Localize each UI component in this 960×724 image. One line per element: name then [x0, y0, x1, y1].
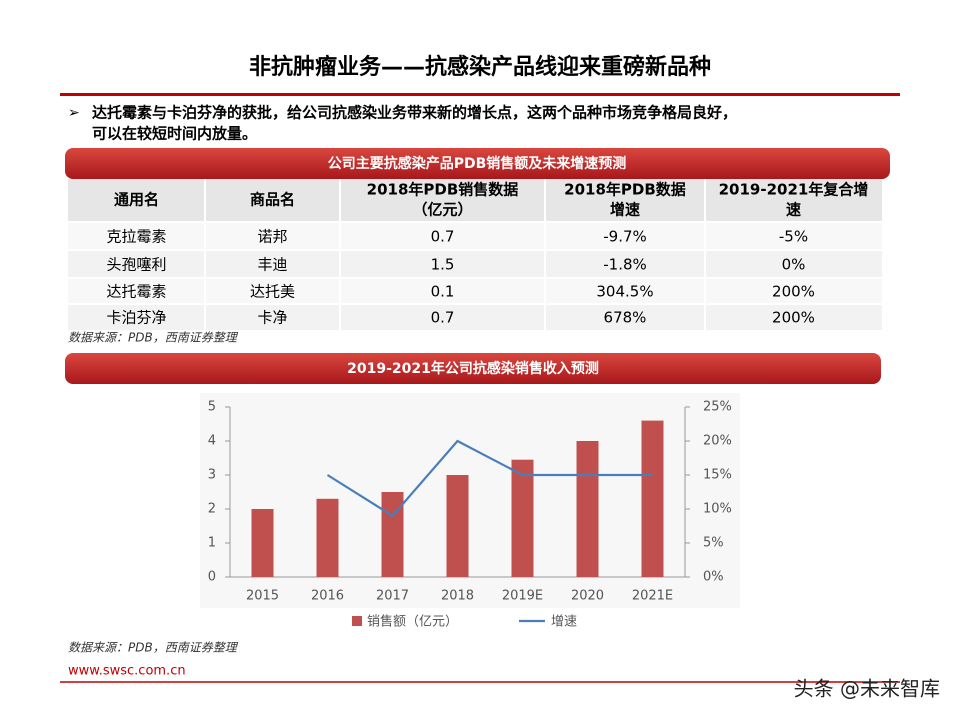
table-row-bg — [68, 250, 882, 278]
bar — [381, 492, 404, 577]
table-banner — [65, 148, 890, 179]
x-tick-label: 2015 — [246, 589, 279, 604]
bar — [316, 498, 339, 577]
table-cell: 达托霉素 — [106, 283, 166, 301]
table-cell: 达托美 — [250, 283, 295, 301]
y2-tick-label: 15% — [703, 468, 732, 483]
table-cell: 卡净 — [257, 309, 287, 327]
footer-url: www.swsc.com.cn — [68, 664, 186, 679]
table-header-cell: 通用名 — [114, 191, 159, 209]
table-cell: 诺邦 — [257, 228, 287, 246]
table-cell: 1.5 — [431, 256, 455, 274]
table-cell: 200% — [772, 283, 815, 301]
y2-tick-label: 5% — [703, 536, 724, 551]
table-cell: 0.7 — [431, 228, 455, 246]
table-cell: 0.1 — [431, 283, 455, 301]
y-tick-label: 5 — [208, 400, 216, 415]
table-cell: 0.7 — [431, 309, 455, 327]
y2-tick-label: 0% — [703, 570, 724, 585]
x-tick-label: 2021E — [632, 589, 673, 604]
x-tick-label: 2019E — [502, 589, 543, 604]
slide-title: 非抗肿瘤业务——抗感染产品线迎来重磅新品种 — [249, 54, 711, 80]
chart-banner — [65, 353, 881, 384]
y-tick-label: 3 — [208, 468, 216, 483]
table-cell: -1.8% — [603, 256, 647, 274]
source-note: 数据来源：PDB，西南证券整理 — [68, 641, 239, 655]
chart-title: 2019-2021年公司抗感染销售收入预测 — [347, 360, 599, 377]
table-header-cell: 增速 — [610, 201, 640, 219]
table-cell: 克拉霉素 — [106, 228, 166, 246]
y-tick-label: 0 — [208, 570, 216, 585]
bullet-icon: ➢ — [68, 105, 80, 121]
bar — [251, 509, 274, 577]
y2-tick-label: 20% — [703, 434, 732, 449]
table-cell: 304.5% — [596, 283, 653, 301]
table-header-cell: 2018年PDB数据 — [564, 181, 686, 199]
table-header-cell: 2019-2021年复合增 — [719, 181, 869, 199]
y2-tick-label: 10% — [703, 502, 732, 517]
bar — [511, 459, 534, 577]
source-note: 数据来源：PDB，西南证券整理 — [68, 331, 239, 345]
table-cell: 678% — [604, 309, 647, 327]
table-header-cell: 商品名 — [250, 191, 295, 209]
table-cell: -9.7% — [603, 228, 647, 246]
legend-swatch — [352, 616, 362, 626]
x-tick-label: 2018 — [441, 589, 474, 604]
y-tick-label: 2 — [208, 502, 216, 517]
x-tick-label: 2016 — [311, 589, 344, 604]
table-header-cell: （亿元） — [412, 201, 472, 219]
legend-label: 增速 — [551, 615, 577, 630]
x-tick-label: 2020 — [571, 589, 604, 604]
table-header-bg — [68, 179, 882, 222]
x-tick-label: 2017 — [376, 589, 409, 604]
table-row-bg — [68, 222, 882, 250]
legend-label: 销售额（亿元） — [367, 614, 458, 630]
table-header-cell: 速 — [786, 201, 801, 219]
watermark: 头条 @未来智库 — [794, 677, 940, 701]
y2-tick-label: 25% — [703, 400, 732, 415]
table-row-bg — [68, 278, 882, 304]
title-rule — [60, 93, 900, 96]
bullet-line: 达托霉素与卡泊芬净的获批，给公司抗感染业务带来新的增长点，这两个品种市场竞争格局… — [92, 104, 737, 122]
table-cell: 丰迪 — [257, 256, 287, 274]
table-cell: -5% — [779, 228, 808, 246]
table-cell: 头孢噻利 — [106, 256, 166, 274]
table-row-bg — [68, 304, 882, 330]
bar — [446, 475, 469, 577]
table-cell: 卡泊芬净 — [106, 309, 166, 327]
bullet-line: 可以在较短时间内放量。 — [92, 125, 257, 143]
bar — [576, 441, 599, 577]
bar — [641, 420, 664, 577]
table-header-cell: 2018年PDB销售数据 — [367, 181, 519, 199]
table-caption: 公司主要抗感染产品PDB销售额及未来增速预测 — [328, 155, 627, 172]
y-tick-label: 4 — [208, 434, 216, 449]
y-tick-label: 1 — [208, 536, 216, 551]
table-cell: 0% — [782, 256, 806, 274]
line — [326, 439, 653, 518]
table-cell: 200% — [772, 309, 815, 327]
